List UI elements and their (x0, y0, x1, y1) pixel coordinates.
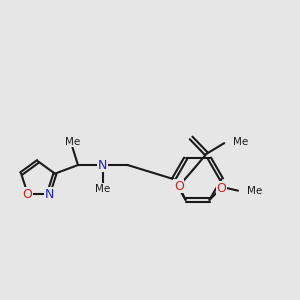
Text: O: O (22, 188, 32, 201)
Text: Me: Me (247, 186, 262, 196)
Text: N: N (44, 188, 54, 201)
Text: Me: Me (95, 184, 110, 194)
Text: N: N (98, 159, 107, 172)
Text: Me: Me (65, 137, 80, 147)
Text: O: O (174, 180, 184, 193)
Text: O: O (216, 182, 226, 195)
Text: Me: Me (233, 136, 248, 147)
